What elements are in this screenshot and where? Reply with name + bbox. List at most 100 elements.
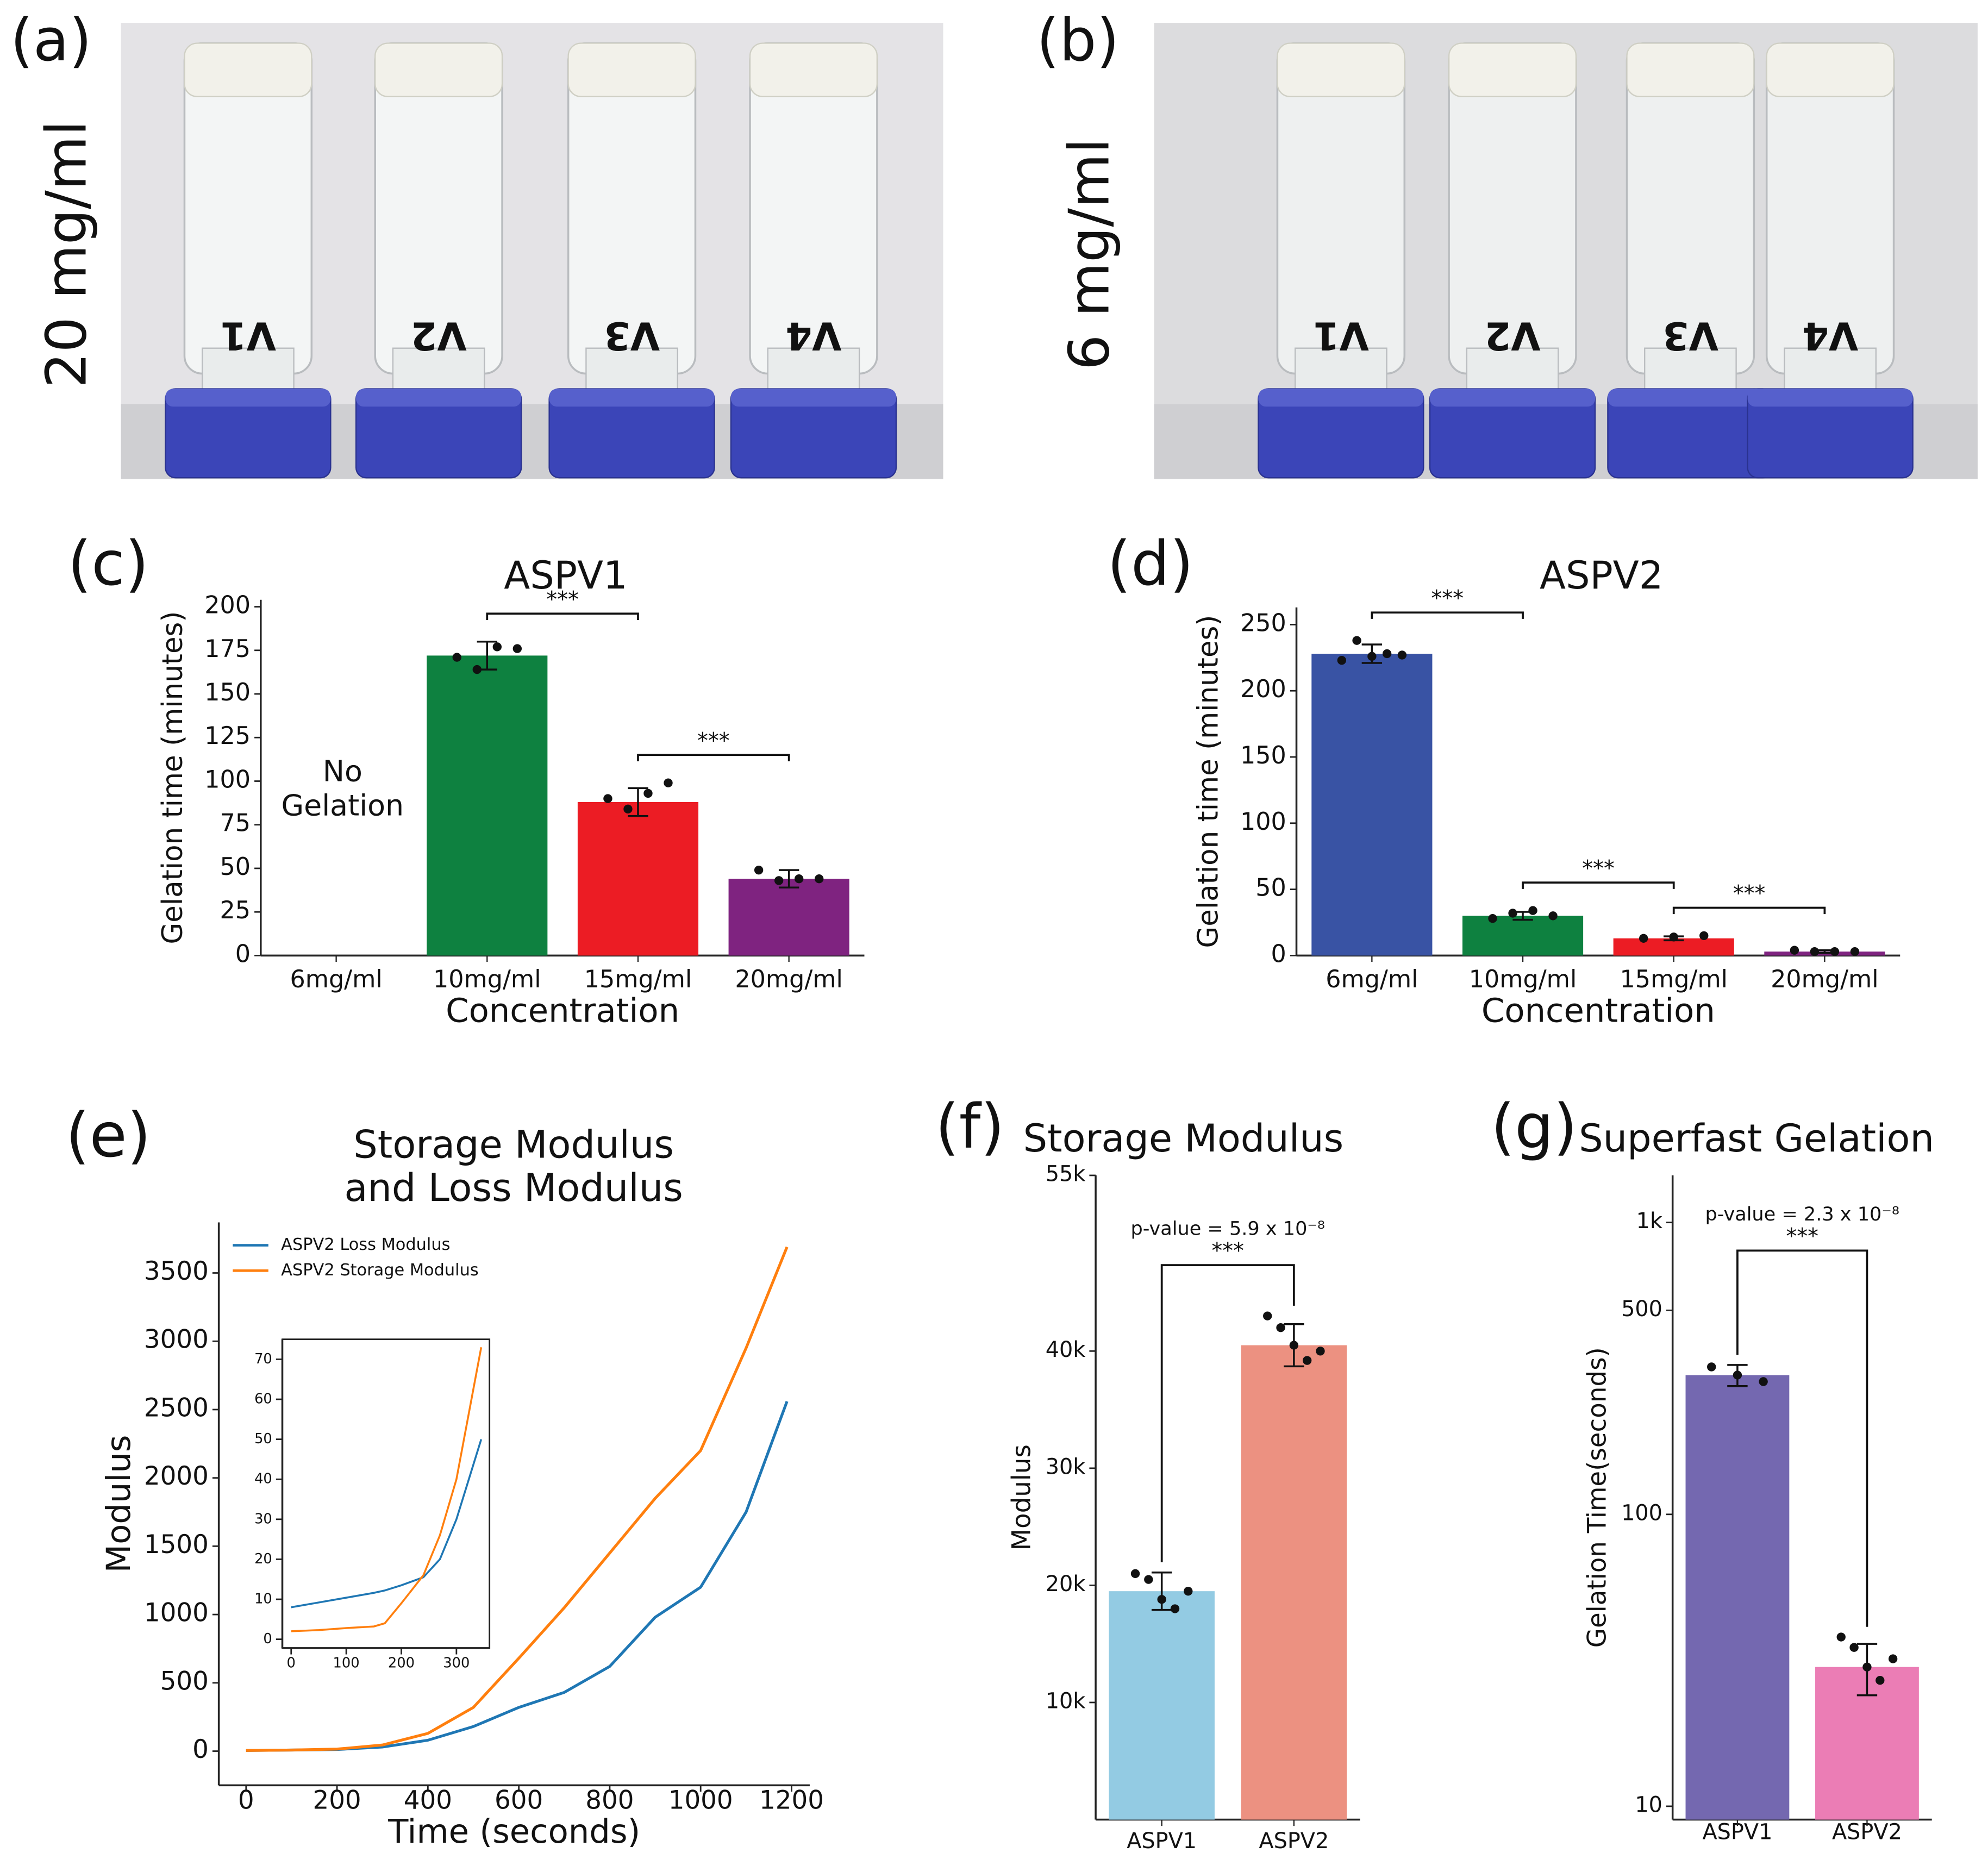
significance-bracket xyxy=(1160,1264,1295,1562)
bar xyxy=(728,879,849,956)
x-tick-label: 10mg/ml xyxy=(433,966,541,993)
significance-label: *** xyxy=(1733,881,1766,906)
data-point xyxy=(1836,1632,1846,1642)
x-tick-label: 6mg/ml xyxy=(290,966,382,993)
x-tick-label: 1000 xyxy=(668,1786,733,1815)
data-point xyxy=(1170,1604,1180,1613)
chart-title: ASPV2 xyxy=(1540,553,1663,598)
significance-label: *** xyxy=(1211,1238,1244,1263)
y-tick-label: 100 xyxy=(1621,1500,1662,1525)
error-bar xyxy=(628,787,648,817)
y-tick-label: 150 xyxy=(1240,742,1286,769)
y-tick-label: 1000 xyxy=(144,1599,209,1628)
y-axis-label: Modulus xyxy=(1007,1444,1036,1550)
data-point xyxy=(1316,1347,1325,1356)
y-tick-label: 30 xyxy=(254,1511,272,1527)
y-tick-label: 20 xyxy=(254,1551,272,1567)
data-point xyxy=(472,665,482,674)
data-point xyxy=(1382,649,1392,659)
vial-label: V2 xyxy=(411,314,467,358)
significance-bracket xyxy=(1371,611,1524,619)
vial-cap-band xyxy=(1608,389,1773,407)
vial-cap-band xyxy=(1430,389,1596,407)
x-tick-label: ASPV2 xyxy=(1259,1829,1329,1854)
y-tick-label: 100 xyxy=(1240,808,1286,836)
data-point xyxy=(1862,1662,1872,1672)
x-tick-label: 6mg/ml xyxy=(1326,966,1418,993)
legend-label: ASPV2 Storage Modulus xyxy=(281,1261,478,1280)
data-point xyxy=(1352,636,1361,645)
vial-seal xyxy=(1626,42,1755,97)
bar xyxy=(427,655,548,956)
significance-bracket xyxy=(1672,906,1826,915)
vial-cap-band xyxy=(356,389,522,407)
vial-seal xyxy=(1277,42,1405,97)
y-tick-label: 0 xyxy=(263,1631,272,1647)
data-point xyxy=(1508,909,1517,918)
y-axis-label: Gelation time (minutes) xyxy=(157,611,189,944)
y-tick-label: 0 xyxy=(235,940,251,968)
inset-frame xyxy=(282,1338,491,1649)
data-point xyxy=(754,865,764,875)
data-point xyxy=(1888,1654,1898,1663)
data-point xyxy=(1830,947,1840,956)
vial-label: V1 xyxy=(220,314,276,358)
x-tick-label: 400 xyxy=(404,1786,452,1815)
significance-label: *** xyxy=(697,728,730,753)
y-tick-label: 30k xyxy=(1046,1454,1086,1479)
vial-seal xyxy=(374,42,503,97)
y-tick-label: 3000 xyxy=(144,1325,209,1355)
vial-cap-band xyxy=(165,389,331,407)
data-point xyxy=(1144,1575,1153,1584)
significance-bracket xyxy=(486,612,639,620)
x-tick-label: 1200 xyxy=(759,1786,824,1815)
data-point xyxy=(1397,650,1407,660)
bar xyxy=(1241,1345,1347,1820)
panel-label: (e) xyxy=(66,1100,151,1171)
x-tick-label: 15mg/ml xyxy=(584,966,692,993)
y-tick-label: 50 xyxy=(254,1431,272,1447)
chart-title: and Loss Modulus xyxy=(344,1166,683,1210)
bar xyxy=(577,802,699,956)
bar xyxy=(1685,1375,1790,1820)
vial-seal xyxy=(1766,42,1895,97)
x-axis-label: Time (seconds) xyxy=(387,1813,640,1851)
x-tick-label: 200 xyxy=(312,1786,361,1815)
panel-label: (g) xyxy=(1491,1092,1577,1162)
data-point xyxy=(452,653,461,662)
y-tick-label: 125 xyxy=(204,722,251,750)
data-point xyxy=(623,804,633,814)
significance-label: *** xyxy=(1431,586,1464,611)
x-tick-label: 800 xyxy=(585,1786,634,1815)
data-point xyxy=(1337,655,1347,665)
panel-label: (b) xyxy=(1036,7,1119,74)
vial-cap-band xyxy=(730,389,896,407)
y-tick-label: 500 xyxy=(1621,1297,1662,1322)
annotation: No xyxy=(323,754,362,788)
significance-bracket xyxy=(1522,881,1675,889)
data-point xyxy=(1263,1311,1272,1320)
panel-label: (a) xyxy=(10,7,92,74)
y-tick-label: 175 xyxy=(204,635,251,663)
vial-seal xyxy=(184,42,312,97)
x-axis-label: Concentration xyxy=(1481,992,1715,1030)
chart-title: Superfast Gelation xyxy=(1579,1116,1934,1161)
x-tick-label: 0 xyxy=(238,1786,254,1815)
data-point xyxy=(1849,1643,1859,1652)
data-point xyxy=(1130,1569,1140,1579)
data-point xyxy=(794,874,804,884)
x-axis-label: Concentration xyxy=(446,992,679,1030)
data-point xyxy=(1790,946,1799,955)
x-tick-label: 20mg/ml xyxy=(735,966,843,993)
x-tick-label: 10mg/ml xyxy=(1469,966,1577,993)
vial-label: V4 xyxy=(1802,314,1858,358)
y-tick-label: 200 xyxy=(204,592,251,619)
significance-label: *** xyxy=(1582,856,1615,881)
y-tick-label: 10k xyxy=(1046,1688,1086,1713)
significance-label: *** xyxy=(1786,1224,1818,1249)
y-tick-label: 200 xyxy=(1240,675,1286,703)
data-point xyxy=(643,788,653,798)
data-point xyxy=(1810,947,1820,956)
annotation: Gelation xyxy=(281,788,404,823)
x-tick-label: 15mg/ml xyxy=(1620,966,1728,993)
